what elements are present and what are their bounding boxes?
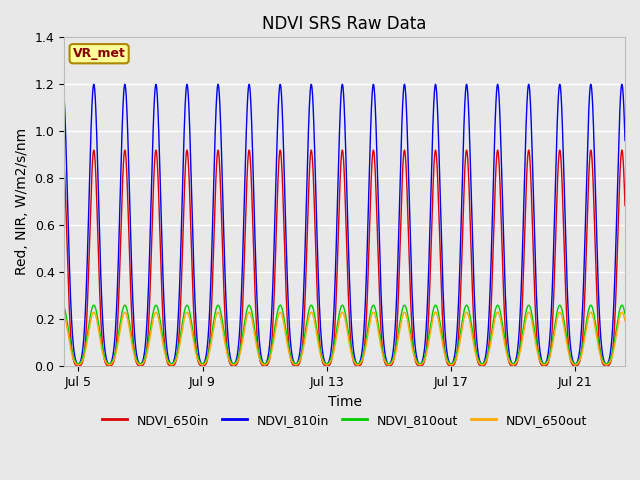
NDVI_810out	[94, 316, 102, 322]
NDVI_810out	[170, 359, 178, 364]
NDVI_810in	[84, 250, 92, 256]
NDVI_650out	[60, 312, 68, 317]
NDVI_650in	[84, 299, 92, 305]
NDVI_810in	[170, 357, 178, 362]
NDVI_810in	[591, 189, 599, 194]
NDVI_810in	[621, 138, 629, 144]
Line: NDVI_650out: NDVI_650out	[64, 312, 625, 365]
NDVI_650out	[292, 362, 300, 368]
NDVI_810out	[60, 305, 68, 311]
NDVI_810out	[292, 361, 300, 367]
NDVI_810out	[84, 331, 92, 337]
Line: NDVI_810out: NDVI_810out	[64, 305, 625, 364]
NDVI_810out	[335, 315, 342, 321]
NDVI_650in	[307, 147, 315, 153]
NDVI_810in	[307, 82, 315, 87]
X-axis label: Time: Time	[328, 395, 362, 408]
Line: NDVI_650in: NDVI_650in	[64, 150, 625, 366]
NDVI_650out	[84, 337, 92, 343]
NDVI_650in	[292, 363, 300, 369]
NDVI_810in	[63, 171, 70, 177]
Line: NDVI_810in: NDVI_810in	[64, 84, 625, 364]
NDVI_650in	[335, 225, 342, 231]
Title: NDVI SRS Raw Data: NDVI SRS Raw Data	[262, 15, 427, 33]
NDVI_650out	[63, 324, 70, 329]
Legend: NDVI_650in, NDVI_810in, NDVI_810out, NDVI_650out: NDVI_650in, NDVI_810in, NDVI_810out, NDV…	[97, 409, 592, 432]
NDVI_650in	[63, 234, 70, 240]
NDVI_810in	[292, 361, 300, 367]
NDVI_810out	[63, 317, 70, 323]
NDVI_810in	[60, 96, 68, 102]
NDVI_810in	[94, 169, 102, 175]
NDVI_650out	[170, 360, 178, 366]
NDVI_650out	[307, 310, 315, 315]
NDVI_650in	[591, 249, 599, 255]
NDVI_650in	[621, 203, 629, 208]
NDVI_810out	[307, 302, 315, 308]
Y-axis label: Red, NIR, W/m2/s/nm: Red, NIR, W/m2/s/nm	[15, 128, 29, 276]
NDVI_650in	[170, 362, 178, 368]
NDVI_650in	[60, 163, 68, 168]
NDVI_650out	[335, 322, 342, 327]
NDVI_810in	[335, 162, 342, 168]
NDVI_650out	[94, 323, 102, 329]
NDVI_650out	[591, 326, 599, 332]
NDVI_650in	[94, 232, 102, 238]
NDVI_650out	[621, 318, 629, 324]
NDVI_810out	[591, 320, 599, 325]
Text: VR_met: VR_met	[73, 47, 125, 60]
NDVI_810out	[621, 311, 629, 317]
